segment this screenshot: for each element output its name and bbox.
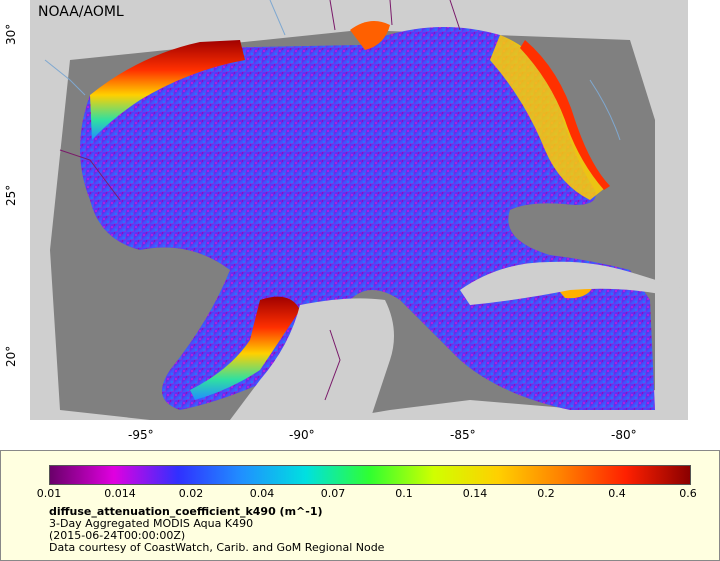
colorbar-tick: 0.07 (320, 487, 346, 500)
mexico-state-border (324, 329, 341, 401)
lat-tick-25: 25° (4, 184, 18, 206)
north-coast-turbid (90, 40, 245, 140)
map-credit-label: NOAA/AOML (38, 4, 124, 20)
colorbar-tick: 0.4 (608, 487, 626, 500)
k490-map (30, 0, 688, 420)
lat-tick-20: 20° (4, 345, 18, 367)
colorbar-tick: 0.14 (462, 487, 488, 500)
cuba-land (460, 261, 688, 305)
map-area[interactable]: NOAA/AOML (30, 0, 688, 420)
dataset-description: 3-Day Aggregated MODIS Aqua K490 (49, 517, 254, 530)
lat-tick-30: 30° (4, 23, 18, 45)
gulf-water (80, 27, 655, 410)
colorbar-tick: 0.04 (249, 487, 275, 500)
lon-tick-90: -90° (289, 428, 315, 442)
dataset-time: (2015-06-24T00:00:00Z) (49, 529, 186, 542)
lon-tick-85: -85° (450, 428, 476, 442)
colorbar-tick: 0.014 (104, 487, 136, 500)
lon-tick-80: -80° (611, 428, 637, 442)
lon-tick-95: -95° (128, 428, 154, 442)
yucatan-land (230, 298, 394, 420)
colorbar (49, 465, 691, 485)
legend-panel: 0.01 0.014 0.02 0.04 0.07 0.1 0.14 0.2 0… (0, 450, 720, 561)
colorbar-tick: 0.01 (36, 487, 62, 500)
us-state-border (329, 0, 461, 31)
map-frame: NOAA/AOML 30° 25° 20° -95° -90° -85° -80… (4, 0, 688, 442)
data-credit: Data courtesy of CoastWatch, Carib. and … (49, 541, 385, 554)
us-mexico-border (59, 149, 121, 201)
florida-coast-turbid (490, 35, 605, 200)
variable-name: diffuse_attenuation_coefficient_k490 (m^… (49, 505, 323, 518)
river-line (44, 0, 621, 141)
colorbar-tick: 0.6 (679, 487, 697, 500)
mississippi-plume (350, 21, 390, 50)
florida-coast-inner (520, 40, 610, 190)
colorbar-tick: 0.1 (395, 487, 413, 500)
colorbar-tick: 0.2 (537, 487, 555, 500)
colorbar-tick: 0.02 (178, 487, 204, 500)
yucatan-coast-turbid (190, 296, 300, 400)
